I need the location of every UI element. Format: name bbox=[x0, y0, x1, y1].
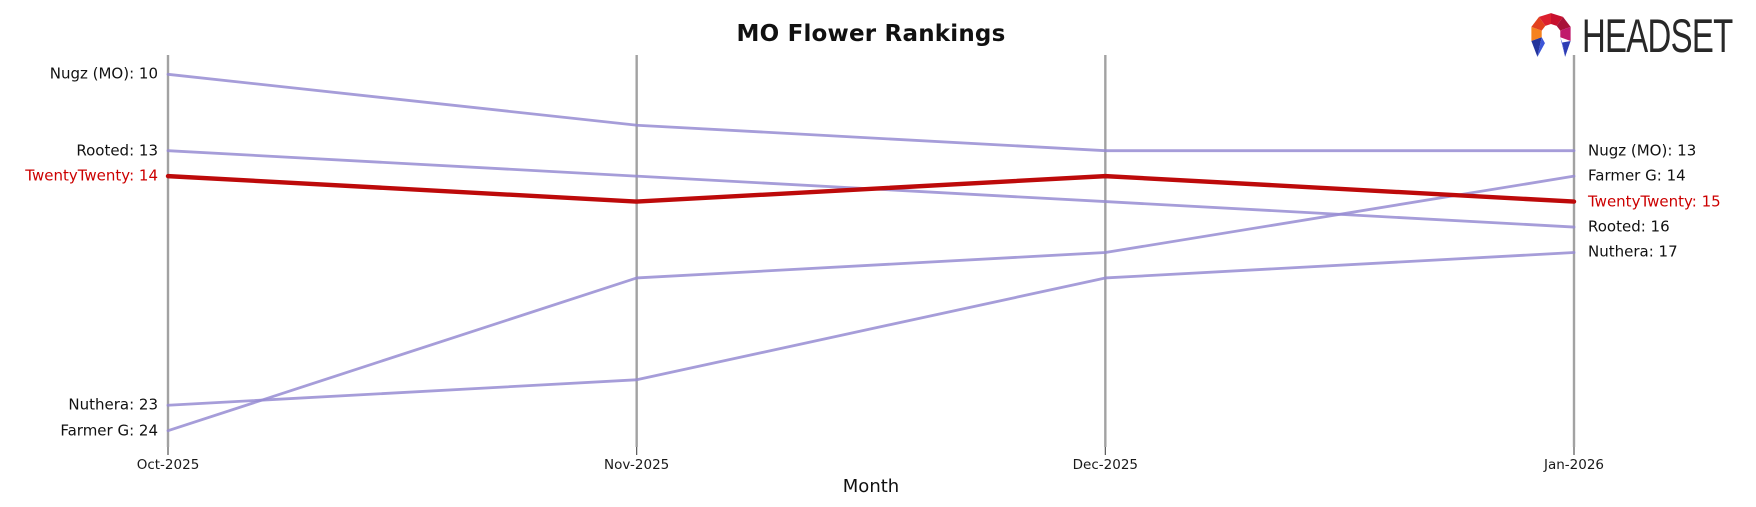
x-tick-label: Dec-2025 bbox=[1072, 457, 1139, 473]
headset-logo-text: HEADSET bbox=[1582, 8, 1733, 62]
x-tick-label: Nov-2025 bbox=[604, 457, 670, 473]
right-rank-label: Nugz (MO): 13 bbox=[1588, 141, 1697, 160]
series-line-farmer-g bbox=[166, 174, 1576, 433]
right-rank-label: Farmer G: 14 bbox=[1588, 166, 1686, 185]
x-tick-label: Jan-2026 bbox=[1543, 457, 1605, 473]
right-rank-label: Rooted: 16 bbox=[1588, 217, 1670, 236]
left-rank-label: TwentyTwenty: 14 bbox=[25, 166, 158, 185]
right-rank-label: Nuthera: 17 bbox=[1588, 242, 1678, 261]
series-line-twentytwenty bbox=[165, 173, 1577, 204]
left-rank-label: Nuthera: 23 bbox=[68, 395, 158, 414]
x-tick-label: Oct-2025 bbox=[136, 457, 200, 473]
left-rank-label: Rooted: 13 bbox=[76, 141, 158, 160]
left-rank-label: Nugz (MO): 10 bbox=[49, 64, 158, 83]
left-rank-label: Farmer G: 24 bbox=[60, 421, 158, 440]
x-axis-label: Month bbox=[842, 476, 900, 497]
headset-logo: HEADSET bbox=[1528, 9, 1748, 61]
series-line-nuthera bbox=[166, 251, 1576, 407]
series-line-nugz-mo- bbox=[166, 72, 1576, 153]
right-rank-label: TwentyTwenty: 15 bbox=[1588, 192, 1721, 211]
chart-title: MO Flower Rankings bbox=[736, 21, 1006, 47]
headset-logo-icon bbox=[1531, 13, 1571, 57]
